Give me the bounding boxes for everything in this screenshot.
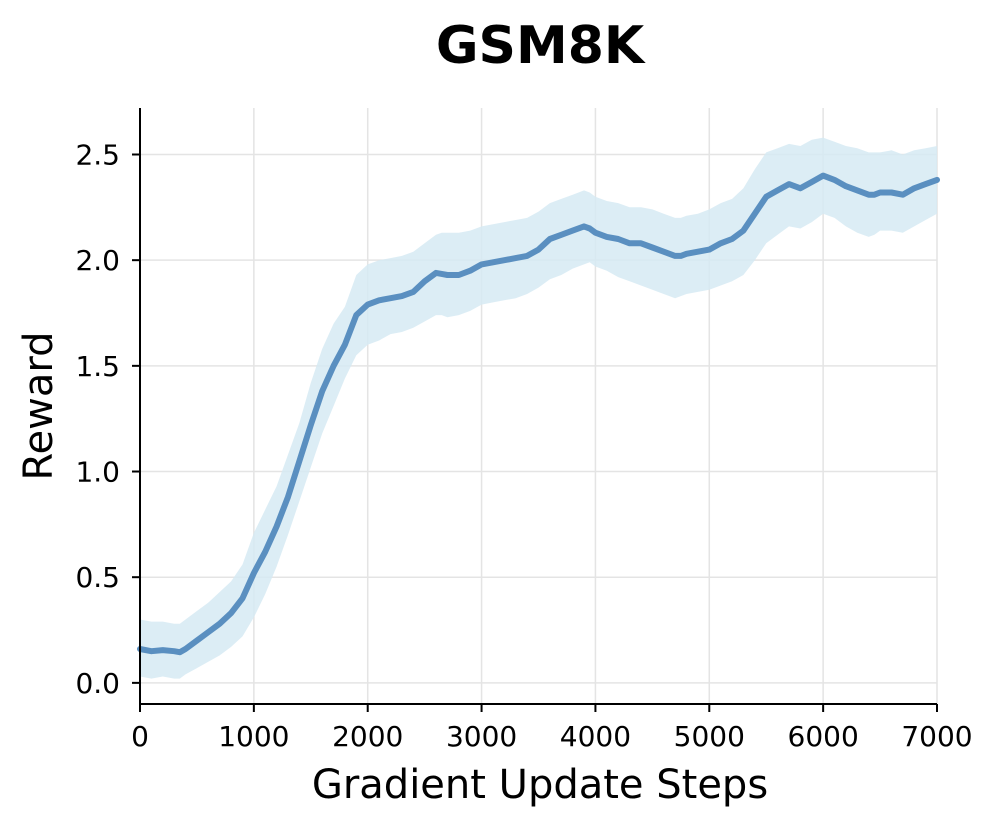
y-tick-label: 2.0: [75, 244, 120, 277]
x-tick-label: 5000: [674, 720, 745, 753]
reward-line: [137, 172, 940, 656]
y-ticks: 0.0 0.5 1.0 1.5 2.0 2.5: [75, 138, 140, 700]
x-tick-label: 0: [131, 720, 149, 753]
y-tick-label: 1.0: [75, 456, 120, 489]
x-tick-label: 2000: [332, 720, 403, 753]
y-tick-label: 1.5: [75, 350, 120, 383]
chart-title: GSM8K: [436, 16, 646, 76]
x-tick-label: 4000: [560, 720, 631, 753]
x-tick-label: 3000: [446, 720, 517, 753]
y-axis-label: Reward: [16, 332, 62, 481]
x-ticks: 0 1000 2000 3000 4000 5000 6000 7000: [131, 704, 973, 753]
x-tick-label: 1000: [218, 720, 289, 753]
confidence-band: [140, 137, 937, 679]
y-tick-label: 0.0: [75, 667, 120, 700]
y-tick-label: 2.5: [75, 138, 120, 171]
y-tick-label: 0.5: [75, 561, 120, 594]
x-tick-label: 7000: [901, 720, 972, 753]
x-tick-label: 6000: [788, 720, 859, 753]
x-axis-label: Gradient Update Steps: [312, 762, 768, 808]
